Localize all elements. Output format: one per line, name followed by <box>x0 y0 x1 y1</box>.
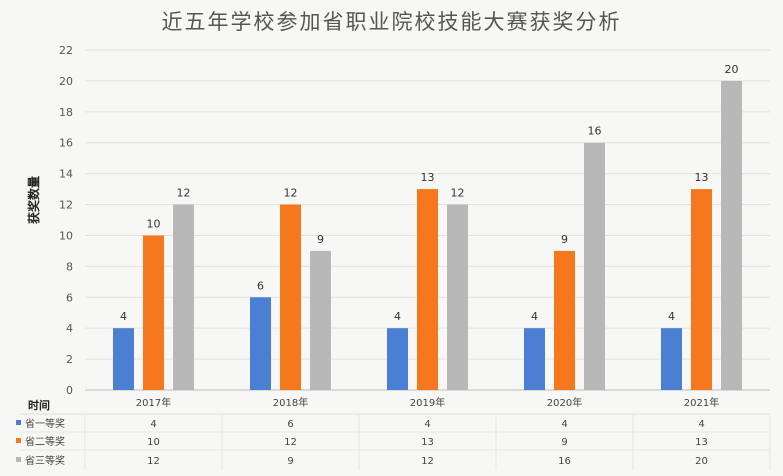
bar <box>417 189 438 390</box>
data-label: 12 <box>451 187 465 200</box>
table-cell: 13 <box>421 437 434 448</box>
table-cell: 13 <box>695 437 708 448</box>
data-label: 16 <box>588 125 602 138</box>
bar <box>661 328 682 390</box>
x-axis-label: 时间 <box>28 398 50 412</box>
y-tick-label: 10 <box>59 229 73 242</box>
bar <box>143 235 164 390</box>
table-cell: 4 <box>698 419 704 430</box>
x-tick-label: 2020年 <box>547 396 582 409</box>
x-tick-label: 2018年 <box>273 396 308 409</box>
data-label: 9 <box>317 233 324 246</box>
data-label: 9 <box>561 233 568 246</box>
data-label: 10 <box>147 217 161 230</box>
y-tick-label: 12 <box>59 199 73 212</box>
bar <box>721 80 742 390</box>
table-cell: 12 <box>284 437 297 448</box>
table-cell: 20 <box>695 456 708 467</box>
table-cell: 4 <box>561 419 567 430</box>
bar <box>447 204 468 390</box>
bar <box>173 204 194 390</box>
y-tick-label: 2 <box>66 353 73 366</box>
bar <box>250 297 271 390</box>
bar <box>387 328 408 390</box>
bar <box>691 189 712 390</box>
y-axis-label: 获奖数量 <box>26 176 41 225</box>
data-label: 12 <box>284 187 298 200</box>
legend-label: 省三等奖 <box>25 454 65 467</box>
table-cell: 9 <box>287 456 293 467</box>
table-cell: 12 <box>147 456 160 467</box>
bar <box>113 328 134 390</box>
y-tick-label: 20 <box>59 75 73 88</box>
data-label: 4 <box>531 310 538 323</box>
data-label: 4 <box>394 310 401 323</box>
legend-swatch <box>16 420 21 425</box>
data-label: 4 <box>120 310 127 323</box>
table-cell: 4 <box>150 419 156 430</box>
x-tick-label: 2017年 <box>136 396 171 409</box>
legend-label: 省二等奖 <box>25 435 65 448</box>
data-label: 12 <box>177 187 191 200</box>
table-cell: 16 <box>558 456 571 467</box>
x-tick-label: 2019年 <box>410 396 445 409</box>
y-tick-label: 16 <box>59 137 73 150</box>
y-tick-label: 14 <box>59 168 73 181</box>
data-label: 13 <box>695 171 709 184</box>
bar <box>280 204 301 390</box>
bar <box>554 250 575 390</box>
y-tick-label: 22 <box>59 44 73 57</box>
bar <box>310 250 331 390</box>
table-cell: 12 <box>421 456 434 467</box>
x-tick-label: 2021年 <box>684 396 719 409</box>
table-cell: 9 <box>561 437 567 448</box>
legend-swatch <box>16 457 21 462</box>
y-tick-label: 6 <box>66 291 73 304</box>
data-label: 20 <box>725 63 739 76</box>
bar <box>584 142 605 390</box>
data-label: 6 <box>257 279 264 292</box>
table-cell: 6 <box>287 419 293 430</box>
legend-swatch <box>16 438 21 443</box>
y-tick-label: 18 <box>59 106 73 119</box>
y-tick-label: 4 <box>66 322 73 335</box>
table-cell: 10 <box>147 437 160 448</box>
chart-title: 近五年学校参加省职业院校技能大赛获奖分析 <box>161 10 622 34</box>
data-label: 4 <box>668 310 675 323</box>
data-label: 13 <box>421 171 435 184</box>
bar <box>524 328 545 390</box>
table-cell: 4 <box>424 419 430 430</box>
legend-label: 省一等奖 <box>25 417 65 430</box>
y-tick-label: 0 <box>66 384 73 397</box>
y-tick-label: 8 <box>66 260 73 273</box>
